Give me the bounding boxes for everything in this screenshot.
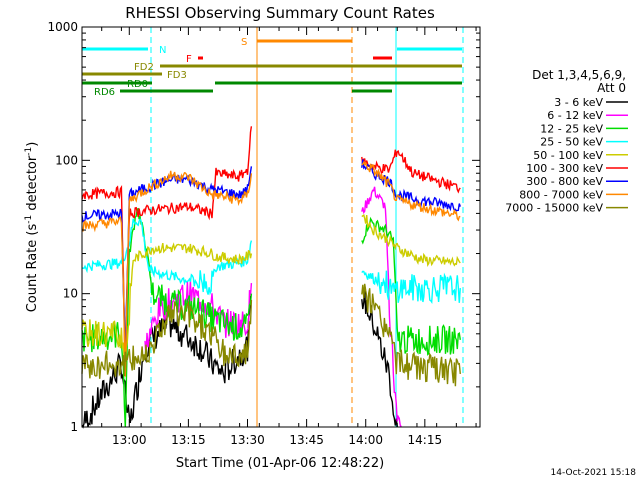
y-tick-label-1: 10 [63, 287, 78, 301]
flag-label-fd2: FD2 [134, 62, 154, 73]
series-0-segment-1 [361, 287, 398, 428]
series-4-segment-1 [361, 213, 461, 267]
series-8-segment-0 [81, 299, 253, 379]
flag-label-fd3: FD3 [167, 70, 187, 81]
series-7-segment-1 [361, 160, 461, 222]
series-2-segment-0 [81, 207, 253, 428]
legend-label-3: 25 - 50 keV [540, 136, 603, 149]
series-8 [81, 283, 461, 387]
series-1-segment-1 [361, 186, 402, 428]
series-7 [81, 160, 461, 377]
series-1-segment-0 [144, 280, 253, 357]
chart-title: RHESSI Observing Summary Count Rates [125, 4, 435, 22]
x-tick-label-4: 14:00 [348, 433, 383, 447]
y-tick-label-2: 100 [55, 153, 78, 167]
x-tick-label-2: 13:30 [230, 433, 265, 447]
legend-label-0: 3 - 6 keV [554, 96, 603, 109]
series-4 [81, 213, 461, 375]
series-5-segment-1 [361, 149, 461, 194]
legend-label-1: 6 - 12 keV [547, 109, 603, 122]
legend-label-6: 300 - 800 keV [526, 175, 603, 188]
series-5-segment-0 [81, 126, 253, 374]
y-tick-label-0: 1 [70, 420, 78, 434]
series-7-segment-0 [81, 170, 253, 377]
series-3-segment-1 [361, 270, 461, 304]
legend-label-2: 12 - 25 keV [540, 122, 603, 135]
legend-label-8: 7000 - 15000 keV [505, 202, 603, 215]
x-tick-label-5: 14:15 [408, 433, 443, 447]
series-2 [81, 207, 461, 428]
legend-header-line-2: Att 0 [597, 81, 626, 95]
flag-label-rd0: RD0 [127, 79, 148, 90]
series-6-segment-0 [81, 166, 253, 370]
flag-label-f: F [186, 54, 192, 65]
series-5 [81, 126, 461, 374]
flag-label-n: N [159, 45, 166, 56]
series-2-segment-1 [361, 216, 461, 356]
series-3-segment-0 [81, 217, 253, 296]
legend-label-7: 800 - 7000 keV [519, 188, 603, 201]
legend-label-5: 100 - 300 keV [526, 162, 603, 175]
x-axis-label: Start Time (01-Apr-06 12:48:22) [176, 456, 384, 471]
flag-label-s: S [241, 37, 247, 48]
y-axis-label: Count Rate (s-1 detector-1) [24, 142, 40, 313]
series-1 [144, 186, 402, 428]
series-8-segment-1 [361, 283, 461, 387]
series-4-segment-0 [81, 242, 253, 375]
plot-frame [81, 26, 481, 428]
legend-header-line-1: Det 1,3,4,5,6,9, [532, 68, 626, 82]
series-3 [81, 217, 461, 304]
x-tick-label-0: 13:00 [112, 433, 147, 447]
x-tick-label-3: 13:45 [289, 433, 324, 447]
y-tick-label-3: 1000 [47, 20, 78, 34]
flag-label-rd6: RD6 [94, 87, 115, 98]
x-tick-label-1: 13:15 [171, 433, 206, 447]
legend-label-4: 50 - 100 keV [533, 149, 603, 162]
render-timestamp: 14-Oct-2021 15:18 [551, 468, 637, 478]
